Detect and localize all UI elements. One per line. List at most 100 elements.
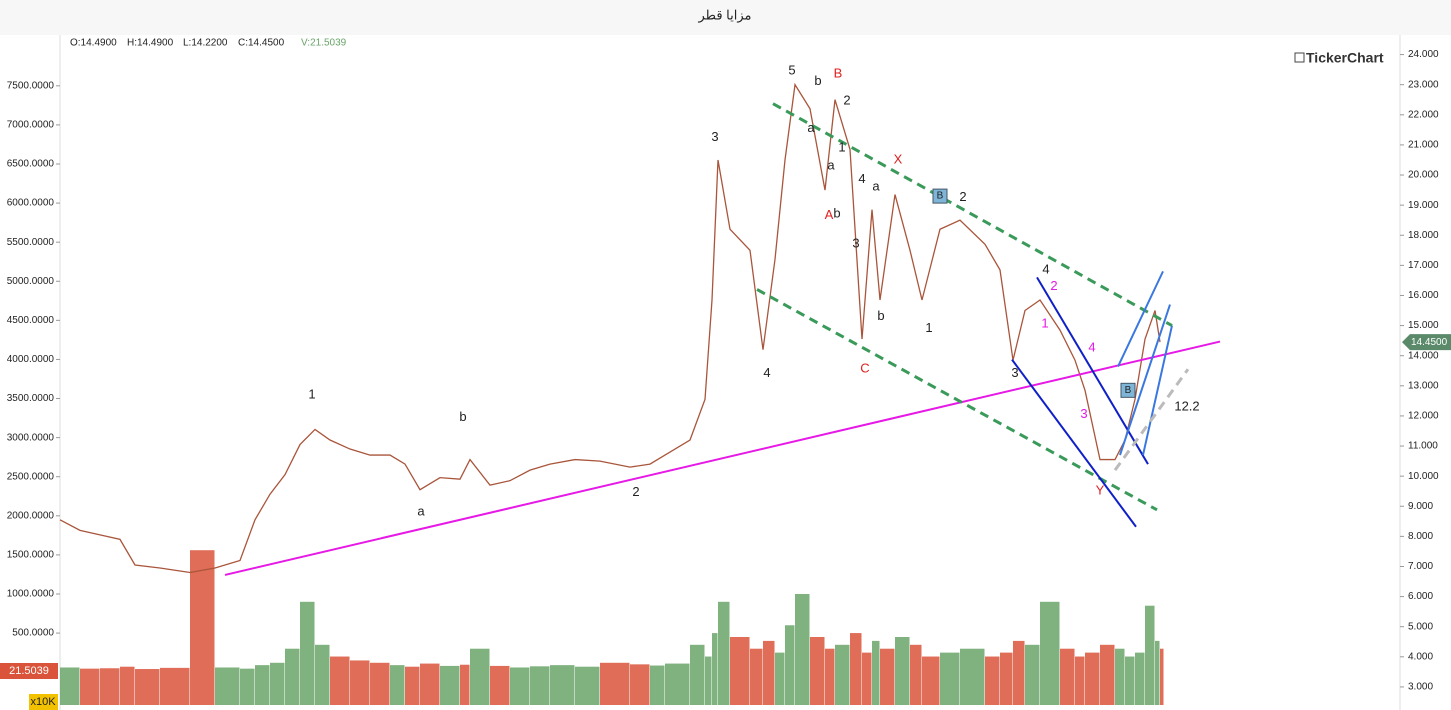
y2-tick-label: 6500.0000 [7, 159, 55, 170]
volume-bar [862, 652, 872, 705]
last-price-label: 14.4500 [1411, 337, 1448, 348]
wave-label: a [872, 179, 880, 194]
y-tick-label: 11.000 [1408, 441, 1438, 452]
y-tick-label: 19.000 [1408, 200, 1439, 211]
volume-bar [795, 593, 810, 705]
y2-tick-label: 5000.0000 [7, 276, 55, 287]
volume-bar [940, 652, 960, 705]
volume-bar [872, 640, 880, 705]
volume-bar [1025, 644, 1040, 705]
y2-tick-label: 2500.0000 [7, 471, 55, 482]
volume-bar [1060, 648, 1075, 705]
trendline [1113, 368, 1190, 472]
volume-bar [665, 663, 690, 705]
volume-bar [1145, 605, 1155, 705]
volume-bar [80, 668, 100, 705]
volume-bar [705, 656, 712, 705]
volume-bar [470, 648, 490, 705]
volume-bar [285, 648, 300, 705]
y-tick-label: 3.000 [1408, 682, 1433, 693]
y-tick-label: 6.000 [1408, 591, 1433, 602]
volume-bar [1100, 644, 1115, 705]
wave-label: a [417, 504, 425, 519]
y-tick-label: 21.000 [1408, 140, 1439, 151]
wave-label: 5 [788, 63, 795, 78]
y2-tick-label: 6000.0000 [7, 198, 55, 209]
wave-label: 1 [308, 386, 315, 401]
volume-bar [315, 644, 330, 705]
chart-title: مزايا قطر [698, 7, 752, 23]
trendline [1117, 270, 1164, 367]
volume-bar [1085, 652, 1100, 705]
volume-bar [1155, 640, 1160, 705]
y-tick-label: 17.000 [1408, 260, 1439, 271]
ohlc-high: H:14.4900 [127, 38, 174, 49]
y-tick-label: 10.000 [1408, 471, 1439, 482]
volume-badge-bg [0, 663, 58, 679]
volume-badge: 21.5039 [9, 665, 49, 677]
volume-bar [785, 625, 795, 705]
y-tick-label: 14.000 [1408, 350, 1439, 361]
volume-bar [350, 660, 370, 705]
y2-tick-label: 5500.0000 [7, 237, 55, 248]
y-tick-label: 15.000 [1408, 320, 1439, 331]
volume-bar [405, 666, 420, 705]
wave-label: b [877, 308, 884, 323]
y-tick-label: 5.000 [1408, 621, 1433, 632]
volume-bar [1160, 648, 1164, 705]
ohlc-low: L:14.2200 [183, 38, 228, 49]
wave-label: X [894, 151, 903, 166]
volume-bar [120, 666, 135, 705]
volume-bar [600, 662, 630, 705]
trendline [1011, 359, 1137, 528]
volume-bar [270, 662, 285, 705]
volume-bar [330, 656, 350, 705]
volume-bar [190, 550, 215, 705]
wave-label: B [834, 66, 843, 81]
volume-bar [880, 648, 895, 705]
volume-bar [160, 667, 190, 705]
volume-unit: x10K [30, 696, 56, 708]
volume-bar [922, 656, 940, 705]
ohlc-volume: V:21.5039 [301, 38, 347, 49]
volume-bar [650, 665, 665, 705]
volume-bar [712, 633, 718, 705]
wave-label: 2 [632, 484, 639, 499]
volume-bar [910, 644, 922, 705]
volume-bar [575, 666, 600, 705]
y-tick-label: 4.000 [1408, 651, 1433, 662]
wave-label: 3 [852, 236, 859, 251]
volume-bar [825, 648, 835, 705]
y2-tick-label: 500.0000 [12, 628, 54, 639]
y2-tick-label: 4500.0000 [7, 315, 55, 326]
volume-bar [100, 668, 120, 705]
volume-bar [763, 640, 775, 705]
y2-tick-label: 3000.0000 [7, 432, 55, 443]
wave-label: b [814, 73, 821, 88]
volume-bar [490, 665, 510, 705]
wave-label: 4 [858, 171, 865, 186]
y2-tick-label: 7500.0000 [7, 80, 55, 91]
volume-bar [960, 648, 985, 705]
y-tick-label: 23.000 [1408, 79, 1439, 90]
volume-bar [135, 669, 160, 705]
marker-label: B [1125, 385, 1132, 396]
wave-label: Y [1096, 483, 1105, 498]
trendline [1036, 276, 1149, 465]
volume-bar [850, 633, 862, 705]
volume-bar [690, 644, 705, 705]
wave-label: 4 [1088, 340, 1095, 355]
volume-bar [1000, 652, 1013, 705]
trendline [1142, 325, 1173, 456]
volume-bar [985, 656, 1000, 705]
wave-label: b [459, 409, 466, 424]
y-tick-label: 8.000 [1408, 531, 1433, 542]
volume-bar [750, 648, 763, 705]
wave-label: 4 [763, 365, 770, 380]
wave-label: a [827, 157, 835, 172]
wave-label: 2 [843, 93, 850, 108]
volume-bar [895, 636, 910, 705]
y2-tick-label: 7000.0000 [7, 120, 55, 131]
volume-bar [1040, 601, 1060, 705]
